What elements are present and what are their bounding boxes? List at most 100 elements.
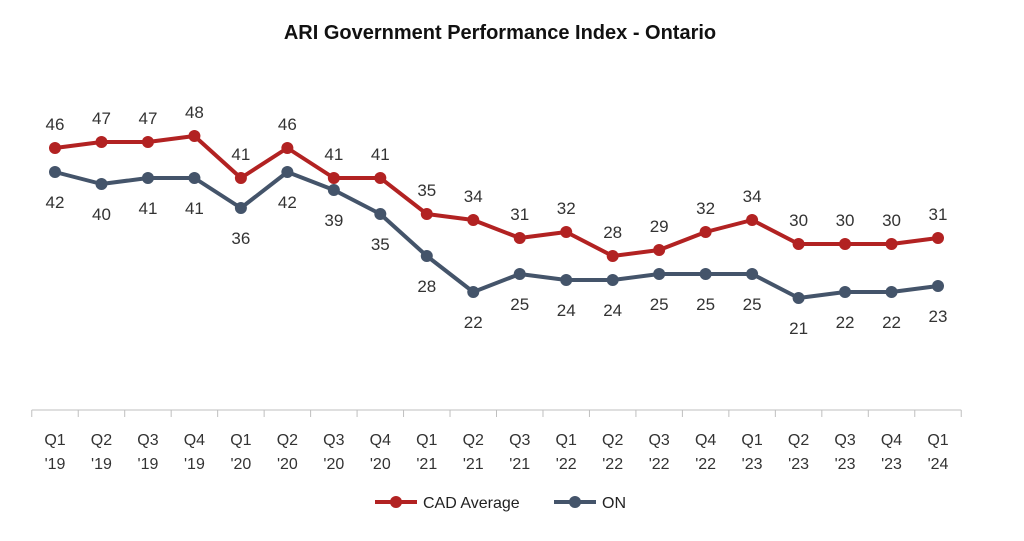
data-label: 47 (92, 109, 111, 128)
legend-marker (390, 496, 402, 508)
x-tick-label: Q2 (91, 432, 112, 449)
data-label: 25 (650, 295, 669, 314)
data-label: 30 (882, 211, 901, 230)
data-label: 34 (464, 187, 483, 206)
data-label: 24 (603, 301, 622, 320)
x-tick-label: Q1 (556, 432, 577, 449)
data-label: 41 (138, 199, 157, 218)
data-point (327, 184, 340, 196)
data-point (606, 274, 619, 286)
data-label: 42 (278, 193, 297, 212)
x-tick-label: Q3 (137, 432, 158, 449)
data-point (188, 130, 201, 142)
data-label: 25 (696, 295, 715, 314)
data-label: 21 (789, 319, 808, 338)
data-point (374, 208, 387, 220)
data-label: 25 (743, 295, 762, 314)
data-point (141, 172, 154, 184)
data-label: 30 (789, 211, 808, 230)
data-labels: 46 47 47 48 41 46 41 41 35 34 31 32 28 29 32 34 30 30 30 31… (46, 103, 948, 338)
data-point (95, 178, 108, 190)
data-label: 42 (46, 193, 65, 212)
series-layer (49, 130, 944, 304)
data-label: 24 (557, 301, 576, 320)
x-tick-label: '22 (695, 456, 716, 473)
data-point (188, 172, 201, 184)
data-label: 28 (417, 277, 436, 296)
x-tick-label: '24 (928, 456, 949, 473)
x-tick-label: '22 (649, 456, 670, 473)
x-tick-label: '20 (277, 456, 298, 473)
data-label: 29 (650, 217, 669, 236)
data-point (699, 226, 712, 238)
data-label: 41 (231, 145, 250, 164)
x-tick-label: '23 (742, 456, 763, 473)
data-label: 41 (324, 145, 343, 164)
data-label: 30 (836, 211, 855, 230)
data-label: 22 (836, 313, 855, 332)
data-label: 22 (464, 313, 483, 332)
data-point (420, 250, 433, 262)
data-label: 31 (929, 205, 948, 224)
x-tick-label: '22 (602, 456, 623, 473)
x-tick-label: Q2 (788, 432, 809, 449)
x-tick-label: Q4 (695, 432, 716, 449)
x-tick-label: Q1 (927, 432, 948, 449)
data-point (932, 232, 944, 244)
x-tick-label: Q1 (741, 432, 762, 449)
data-label: 36 (231, 229, 250, 248)
x-tick-label: Q4 (881, 432, 902, 449)
data-point (513, 268, 526, 280)
legend-marker (569, 496, 581, 508)
x-tick-label: Q3 (509, 432, 530, 449)
x-tick-label: '23 (835, 456, 856, 473)
data-point (49, 166, 61, 178)
x-tick-label: '22 (556, 456, 577, 473)
legend: CAD Average ON (375, 495, 626, 512)
legend-label: ON (602, 495, 626, 512)
legend-label: CAD Average (423, 495, 520, 512)
data-label: 41 (185, 199, 204, 218)
data-point (513, 232, 526, 244)
data-point (885, 286, 898, 298)
data-label: 47 (138, 109, 157, 128)
data-label: 46 (278, 115, 297, 134)
data-label: 22 (882, 313, 901, 332)
data-label: 41 (371, 145, 390, 164)
data-point (560, 226, 573, 238)
data-point (606, 250, 619, 262)
data-label: 35 (417, 181, 436, 200)
data-label: 23 (929, 307, 948, 326)
x-tick-label: '21 (509, 456, 530, 473)
x-tick-label: Q4 (184, 432, 205, 449)
data-label: 25 (510, 295, 529, 314)
data-point (746, 268, 759, 280)
data-point (467, 214, 480, 226)
x-tick-label: '19 (45, 456, 66, 473)
data-point (49, 142, 61, 154)
x-tick-label: '19 (91, 456, 112, 473)
data-label: 39 (324, 211, 343, 230)
x-tick-label: Q3 (648, 432, 669, 449)
x-tick-label: '23 (788, 456, 809, 473)
x-tick-label: Q1 (44, 432, 65, 449)
data-point (653, 268, 666, 280)
data-point (885, 238, 898, 250)
x-tick-label: '19 (184, 456, 205, 473)
data-point (467, 286, 480, 298)
data-point (839, 238, 852, 250)
x-tick-label: '23 (881, 456, 902, 473)
x-tick-label: Q1 (230, 432, 251, 449)
series-line (53, 134, 940, 258)
data-label: 48 (185, 103, 204, 122)
x-tick-label: Q3 (834, 432, 855, 449)
x-tick-label: Q2 (602, 432, 623, 449)
data-label: 32 (557, 199, 576, 218)
data-point (792, 292, 805, 304)
data-point (699, 268, 712, 280)
x-tick-label: '20 (230, 456, 251, 473)
data-point (653, 244, 666, 256)
x-tick-label: Q1 (416, 432, 437, 449)
data-point (281, 142, 294, 154)
chart-title: ARI Government Performance Index - Ontar… (283, 22, 717, 44)
